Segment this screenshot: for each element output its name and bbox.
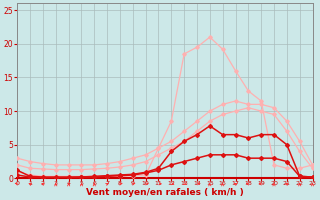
X-axis label: Vent moyen/en rafales ( km/h ): Vent moyen/en rafales ( km/h ) (86, 188, 244, 197)
